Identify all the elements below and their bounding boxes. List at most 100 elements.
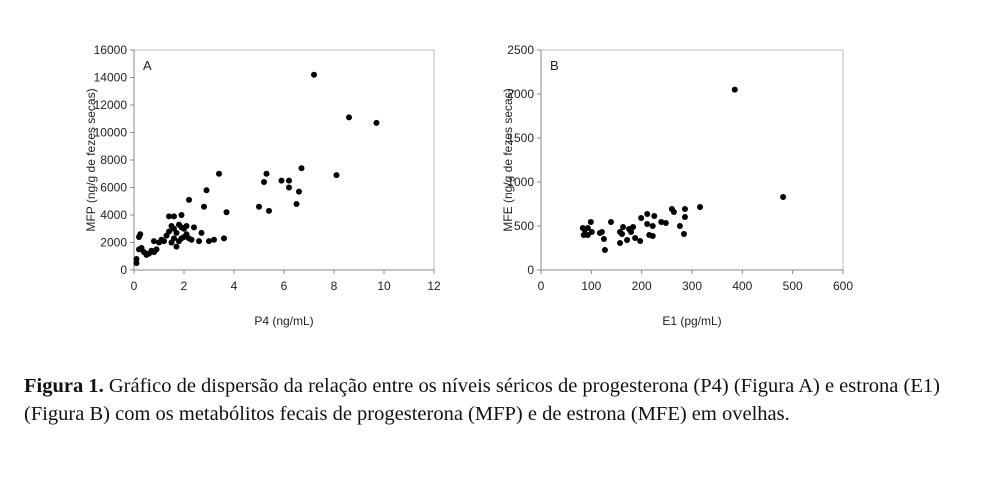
data-point xyxy=(206,238,212,245)
data-point xyxy=(221,235,227,242)
data-point xyxy=(731,86,738,93)
data-point xyxy=(196,238,202,245)
x-tick-label: 400 xyxy=(732,279,752,293)
x-tick-label: 0 xyxy=(538,279,545,293)
x-tick-label: 0 xyxy=(131,279,138,293)
data-point xyxy=(588,228,595,235)
x-tick-label: 500 xyxy=(783,279,803,293)
data-point xyxy=(173,229,180,236)
figure-caption: Figura 1. Gráfico de dispersão da relaçã… xyxy=(24,372,984,428)
panel-label: A xyxy=(143,58,152,73)
data-point xyxy=(211,236,217,243)
data-point xyxy=(607,219,614,226)
data-point xyxy=(579,225,586,232)
data-point xyxy=(637,237,644,244)
data-point xyxy=(373,119,380,126)
y-tick-label: 2000 xyxy=(100,236,127,250)
data-point xyxy=(166,213,172,220)
data-point xyxy=(651,212,658,219)
data-point xyxy=(186,235,192,242)
data-point xyxy=(780,193,787,200)
data-point xyxy=(620,223,627,230)
x-tick-label: 12 xyxy=(427,279,441,293)
data-point xyxy=(662,220,669,227)
caption-text: Gráfico de dispersão da relação entre os… xyxy=(24,375,940,425)
data-point xyxy=(203,187,210,194)
y-tick-label: 0 xyxy=(527,263,534,277)
data-point xyxy=(286,177,292,184)
data-point xyxy=(333,172,340,179)
data-point xyxy=(676,223,683,229)
data-point xyxy=(596,230,603,237)
data-point xyxy=(137,231,144,238)
data-point xyxy=(256,203,262,210)
data-point xyxy=(181,225,187,232)
y-tick-label: 500 xyxy=(514,219,534,233)
data-point xyxy=(166,228,172,235)
panel-label: B xyxy=(550,58,559,73)
data-point xyxy=(649,223,656,229)
x-tick-label: 8 xyxy=(331,279,338,293)
figure: 0 2 4 6 8 10 120200040006000800010000120001400… xyxy=(84,43,853,328)
data-point xyxy=(171,213,177,220)
data-point xyxy=(296,188,302,195)
y-tick-label: 2000 xyxy=(507,87,534,101)
data-point xyxy=(223,209,230,216)
x-axis-label: P4 (ng/mL) xyxy=(254,314,313,328)
y-tick-label: 0 xyxy=(120,263,127,277)
data-point xyxy=(617,239,624,246)
data-point xyxy=(697,203,704,210)
data-point xyxy=(133,260,140,267)
y-tick-label: 8000 xyxy=(100,153,127,167)
x-tick-label: 100 xyxy=(581,279,601,293)
x-tick-label: 6 xyxy=(281,279,288,293)
data-point xyxy=(133,256,140,262)
data-point xyxy=(646,231,653,238)
data-point xyxy=(624,236,631,243)
data-point xyxy=(311,71,317,78)
y-axis-label: MFE (ng/g de fezes secas) xyxy=(501,88,515,231)
x-tick-label: 200 xyxy=(632,279,652,293)
x-tick-label: 600 xyxy=(833,279,853,293)
data-point xyxy=(644,211,651,218)
data-point xyxy=(638,214,645,221)
data-point xyxy=(644,220,651,227)
data-point xyxy=(670,209,677,216)
data-point xyxy=(201,203,207,210)
data-point xyxy=(298,165,305,172)
x-tick-label: 10 xyxy=(377,279,391,293)
data-point xyxy=(263,170,270,177)
data-point xyxy=(176,238,182,245)
scatter-panel-b: 0 100 200 300 400 500 600 0 500 1000 1500 2000 2500 B… xyxy=(501,43,853,328)
data-point xyxy=(153,246,160,253)
data-point xyxy=(266,207,272,214)
y-tick-label: 1000 xyxy=(507,175,534,189)
data-point xyxy=(293,201,300,207)
y-tick-label: 2500 xyxy=(507,43,534,57)
data-point xyxy=(587,219,594,226)
y-tick-label: 14000 xyxy=(94,71,128,85)
y-tick-label: 10000 xyxy=(94,126,128,140)
data-point xyxy=(681,214,688,221)
data-point xyxy=(681,206,688,213)
data-point xyxy=(168,239,175,246)
data-point xyxy=(278,177,285,184)
data-point xyxy=(632,234,639,241)
data-point xyxy=(346,114,352,121)
data-point xyxy=(148,247,155,254)
data-point xyxy=(161,238,167,245)
y-tick-label: 6000 xyxy=(100,181,127,195)
data-point xyxy=(658,219,665,226)
data-point xyxy=(626,225,633,232)
caption-label: Figura 1. xyxy=(24,375,104,397)
data-point xyxy=(198,229,205,236)
y-tick-label: 16000 xyxy=(94,43,128,57)
y-axis-label: MFP (ng/g de fezes secas) xyxy=(84,88,98,231)
data-point xyxy=(261,179,267,185)
data-point xyxy=(680,231,687,238)
data-point xyxy=(619,231,626,238)
data-point xyxy=(181,234,187,240)
x-axis-label: E1 (pg/mL) xyxy=(662,314,721,328)
data-point xyxy=(286,184,292,191)
data-point xyxy=(186,196,192,203)
